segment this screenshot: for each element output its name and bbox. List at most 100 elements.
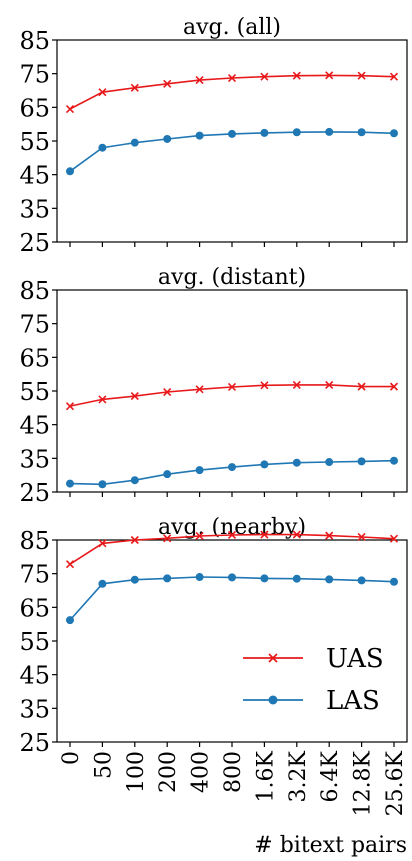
y-tick-label: 55: [19, 128, 50, 156]
y-tick-label: 45: [19, 662, 50, 690]
x-tick-label: 3.2K: [286, 750, 311, 802]
las-point: [357, 576, 366, 585]
las-point: [260, 574, 269, 583]
x-tick-label: 25.6K: [383, 750, 408, 816]
x-axis-label: # bitext pairs: [254, 833, 407, 858]
uas-point: [357, 71, 366, 80]
y-tick-label: 25: [19, 729, 50, 757]
uas-marker-stroke: [163, 79, 172, 88]
uas-point: [325, 380, 334, 390]
panel-title: avg. (all): [183, 15, 281, 40]
las-point: [130, 575, 139, 584]
uas-point: [389, 382, 399, 391]
y-tick-label: 55: [19, 628, 50, 656]
uas-marker-stroke: [195, 75, 204, 85]
uas-marker-stroke: [130, 83, 139, 92]
y-tick-label: 85: [19, 277, 50, 305]
uas-point: [227, 382, 237, 392]
x-tick-label: 1.6K: [253, 750, 278, 802]
uas-point: [195, 75, 204, 85]
las-point: [357, 457, 366, 466]
uas-marker-stroke: [65, 560, 75, 569]
y-tick-label: 75: [19, 561, 50, 589]
las-point: [292, 458, 301, 467]
uas-point: [389, 72, 399, 81]
uas-marker-stroke: [98, 539, 107, 548]
y-tick-label: 35: [19, 195, 50, 223]
legend-uas-marker: [268, 653, 278, 663]
plot-frame: [56, 39, 408, 243]
las-point: [325, 458, 334, 467]
uas-marker-stroke: [389, 382, 399, 391]
las-point: [66, 616, 74, 625]
uas-marker-stroke: [227, 530, 237, 540]
las-point: [325, 575, 334, 584]
uas-marker-stroke: [292, 530, 301, 539]
uas-point: [65, 560, 75, 569]
uas-point: [65, 104, 75, 114]
legend-uas-label: UAS: [326, 644, 384, 674]
uas-point: [292, 71, 301, 80]
y-tick-label: 35: [19, 695, 50, 723]
y-tick-label: 65: [19, 594, 50, 622]
uas-marker-stroke: [357, 382, 366, 391]
uas-point: [260, 381, 269, 390]
las-point: [130, 476, 139, 485]
las-point: [260, 128, 269, 137]
las-point: [357, 128, 366, 137]
las-point: [390, 456, 398, 465]
y-tick-label: 45: [19, 162, 50, 190]
uas-point: [130, 83, 139, 92]
panel-1: avg. (all) 25 35 45 55 65 75 85: [19, 15, 408, 257]
uas-point: [65, 402, 75, 411]
x-tick-label: 200: [156, 751, 181, 793]
las-point: [98, 579, 107, 588]
las-point: [98, 143, 107, 152]
uas-point: [389, 534, 399, 543]
uas-point: [195, 385, 204, 394]
las-point: [228, 573, 236, 582]
uas-marker-stroke: [357, 532, 366, 542]
x-tick-label: 6.4K: [318, 750, 343, 802]
las-line: [69, 576, 395, 621]
uas-marker-stroke: [98, 395, 107, 404]
uas-marker-stroke: [260, 381, 269, 390]
uas-point: [195, 531, 204, 541]
uas-point: [98, 395, 107, 404]
y-tick-label: 25: [19, 229, 50, 257]
las-point: [260, 460, 269, 469]
uas-marker-stroke: [325, 531, 334, 540]
panel-title: avg. (nearby): [158, 515, 306, 540]
x-tick-label: 800: [221, 751, 246, 793]
uas-point: [130, 391, 139, 401]
las-point: [130, 138, 139, 147]
uas-marker-stroke: [260, 530, 269, 539]
uas-marker-stroke: [227, 73, 237, 83]
uas-marker-stroke: [65, 104, 75, 114]
uas-point: [227, 530, 237, 540]
uas-marker-stroke: [163, 387, 172, 397]
uas-point: [292, 380, 301, 390]
y-tick-label: 85: [19, 527, 50, 555]
las-point: [228, 463, 236, 472]
las-point: [325, 127, 334, 136]
panel-3: avg. (nearby) 25 35 45 55 65 75 85: [19, 515, 408, 757]
x-tick-label: 12.8K: [351, 750, 376, 816]
uas-marker-stroke: [389, 72, 399, 81]
las-point: [66, 167, 74, 176]
y-tick-label: 55: [19, 378, 50, 406]
uas-point: [163, 387, 172, 397]
uas-point: [260, 72, 269, 81]
uas-point: [98, 539, 107, 548]
legend: UAS LAS: [243, 644, 384, 716]
uas-point: [357, 382, 366, 391]
uas-point: [325, 531, 334, 540]
las-point: [98, 480, 107, 489]
uas-point: [130, 535, 139, 545]
uas-point: [227, 73, 237, 83]
uas-marker-stroke: [130, 535, 139, 545]
uas-marker-stroke: [195, 531, 204, 541]
uas-point: [325, 71, 334, 80]
uas-point: [98, 88, 107, 97]
